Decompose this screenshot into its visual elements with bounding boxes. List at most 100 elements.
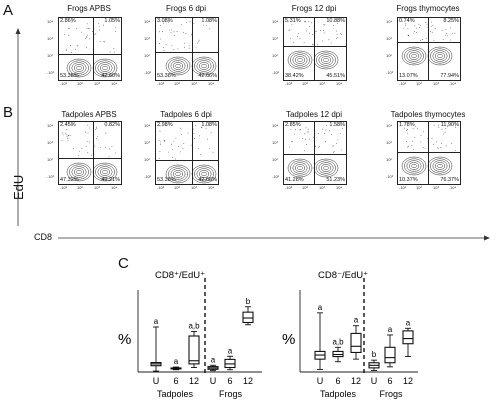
quadrant-percentage: 2.85%: [285, 122, 301, 128]
flow-plot: 5.31% 10.88% 38.42% 45.51%: [283, 17, 347, 81]
event-dot: [455, 124, 457, 126]
event-dot: [417, 127, 418, 129]
y-tick-label: 10³: [386, 36, 392, 41]
event-dot: [444, 34, 446, 36]
event-dot: [87, 141, 89, 142]
event-dot: [198, 148, 199, 149]
event-dot: [189, 21, 191, 23]
contour-line: [95, 164, 115, 180]
event-dot: [416, 27, 417, 29]
event-dot: [420, 141, 422, 143]
contour-line: [427, 156, 453, 176]
box: [402, 330, 414, 345]
significance-letter: a: [388, 325, 393, 334]
contour-line: [320, 56, 332, 64]
event-dot: [201, 126, 202, 128]
contour-line: [69, 60, 89, 76]
event-dot: [105, 132, 107, 134]
x-tick-label: 10²: [174, 185, 180, 190]
event-dot: [336, 143, 337, 144]
flow-plot-title: Tadpoles APBS: [61, 110, 117, 119]
event-dot: [418, 23, 420, 25]
quadrant-horizontal-gate: [59, 158, 121, 159]
event-dot: [416, 32, 417, 34]
event-dot: [180, 151, 181, 153]
x-tick-label: 10⁴: [450, 81, 457, 86]
event-dot: [317, 147, 319, 149]
y-tick-label: 10²: [272, 157, 278, 162]
event-dot: [170, 32, 172, 34]
event-dot: [94, 145, 96, 147]
quadrant-percentage: 53.38%: [60, 72, 79, 79]
event-dot: [437, 147, 439, 149]
event-dot: [455, 150, 457, 151]
event-dot: [70, 45, 71, 47]
contour-line: [198, 62, 210, 70]
flow-plot: 2.98% 1.08% 53.38% 42.66%: [155, 121, 219, 185]
event-dot: [210, 132, 212, 134]
cd8-axis-label: CD8: [34, 232, 53, 242]
event-dot: [340, 149, 342, 151]
event-dot: [289, 146, 290, 148]
contour-line: [411, 53, 417, 59]
quadrant-vertical-gate: [428, 18, 429, 80]
event-dot: [444, 131, 446, 133]
event-dot: [191, 33, 193, 35]
event-dot: [66, 135, 68, 137]
contour-line: [66, 162, 92, 182]
category-label: 6: [227, 376, 232, 386]
y-tick-label: 10³: [386, 140, 392, 145]
event-dot: [302, 138, 303, 140]
event-dot: [324, 24, 326, 26]
event-dot: [296, 36, 298, 38]
quadrant-percentage: 53.38%: [157, 72, 176, 79]
quadrant-horizontal-gate: [398, 42, 460, 43]
x-tick-label: -10²: [60, 81, 68, 86]
quadrant-percentage: 8.25%: [443, 18, 459, 24]
event-dot: [165, 44, 167, 46]
event-dot: [412, 128, 414, 130]
contour-line: [323, 57, 329, 63]
y-tick-label: 10³: [47, 36, 53, 41]
event-dot: [403, 27, 405, 29]
event-dot: [163, 139, 165, 141]
event-dot: [104, 41, 105, 43]
event-dot: [322, 128, 323, 130]
quadrant-vertical-gate: [93, 18, 94, 80]
contour-line: [175, 63, 181, 69]
event-dot: [76, 45, 78, 46]
event-dot: [95, 33, 97, 35]
event-dot: [89, 141, 91, 143]
event-dot: [171, 45, 173, 47]
event-dot: [115, 31, 116, 32]
event-dot: [414, 25, 416, 27]
contour-line: [406, 160, 422, 172]
event-dot: [99, 25, 100, 27]
event-dot: [163, 22, 164, 24]
event-dot: [181, 23, 182, 25]
event-dot: [169, 29, 170, 31]
contour-line: [97, 166, 113, 178]
event-dot: [454, 32, 456, 34]
contour-line: [99, 64, 111, 72]
x-tick-label: 10⁴: [336, 81, 343, 86]
event-dot: [291, 141, 293, 142]
event-dot: [108, 156, 110, 158]
event-dot: [158, 139, 160, 141]
x-tick-label: -10²: [285, 81, 293, 86]
category-label: U: [153, 376, 160, 386]
event-dot: [109, 148, 110, 150]
event-dot: [193, 23, 195, 24]
event-dot: [212, 151, 214, 153]
quadrant-percentage: 42.60%: [101, 72, 120, 79]
event-dot: [85, 38, 86, 39]
x-tick-label: -10²: [285, 185, 293, 190]
event-dot: [99, 29, 100, 31]
event-dot: [77, 45, 79, 47]
event-dot: [432, 24, 434, 26]
event-dot: [407, 28, 409, 30]
quadrant-percentage: 38.42%: [285, 72, 304, 79]
event-dot: [94, 33, 96, 35]
event-dot: [407, 132, 409, 134]
event-dot: [190, 144, 192, 146]
